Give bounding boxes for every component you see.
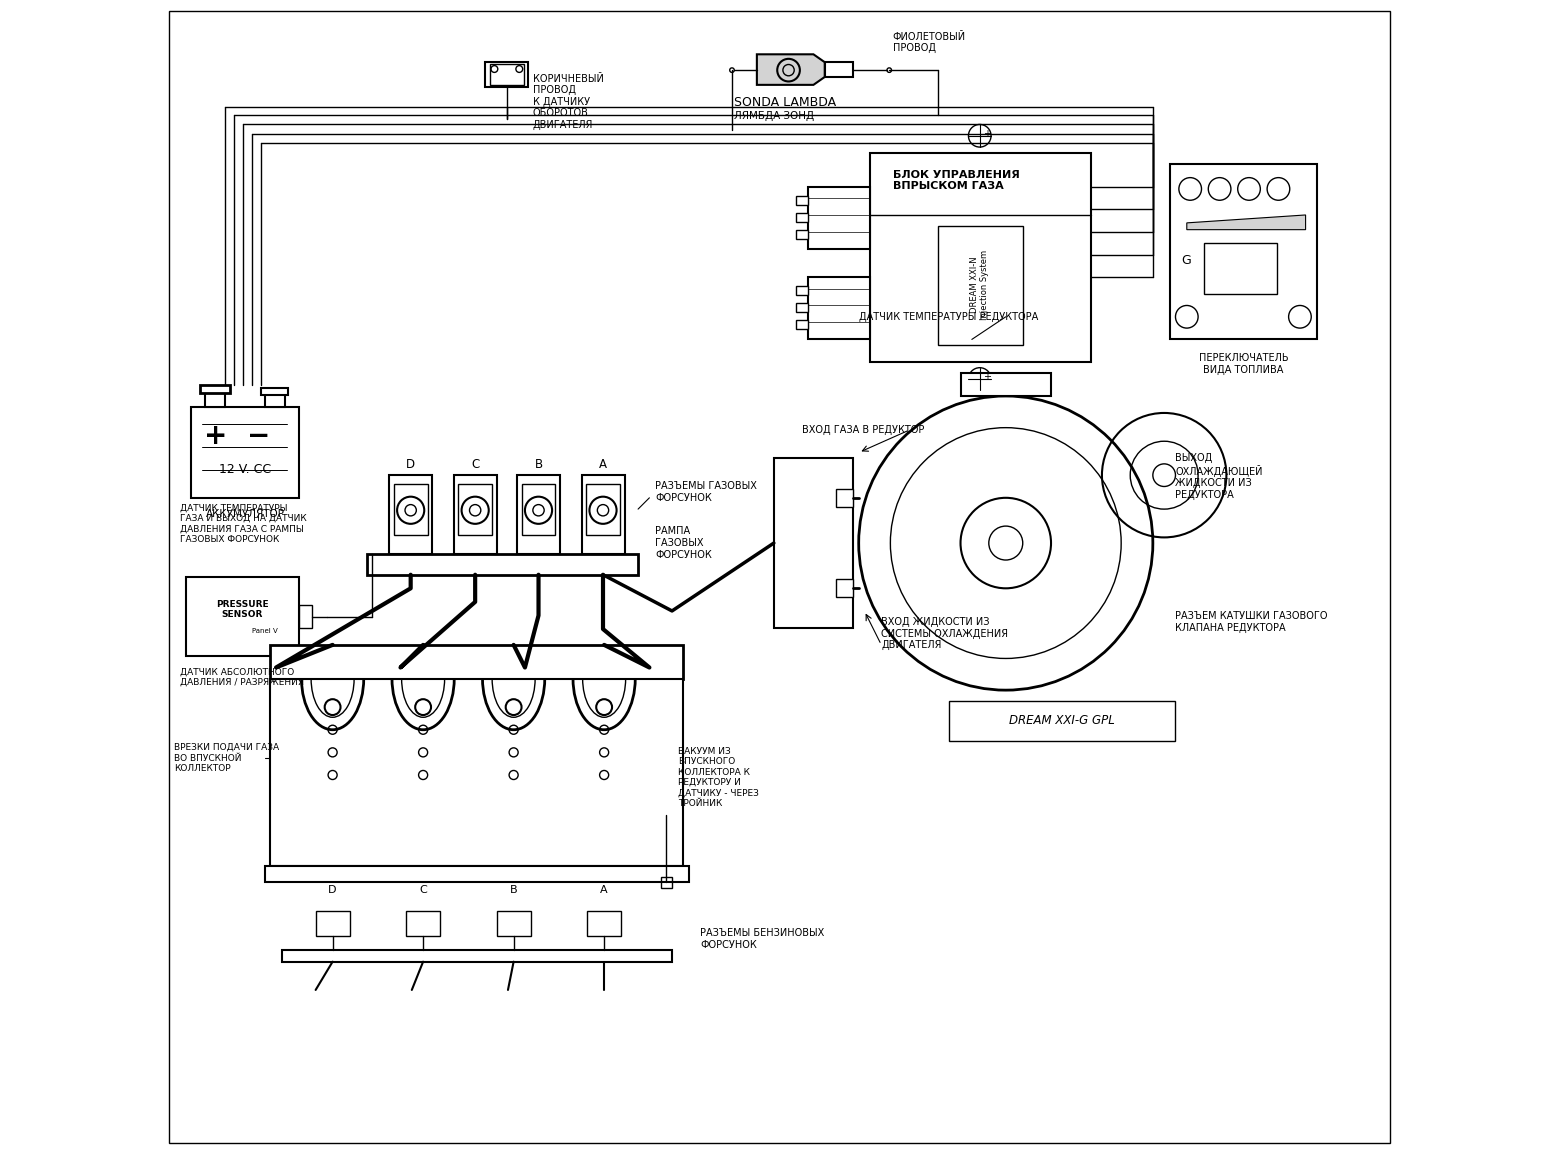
Bar xyxy=(1169,164,1317,339)
Text: +: + xyxy=(984,372,992,382)
Bar xyxy=(661,877,672,889)
Text: +: + xyxy=(204,421,228,450)
Bar xyxy=(797,320,808,329)
Text: B: B xyxy=(510,885,518,896)
Bar xyxy=(825,62,853,77)
Bar xyxy=(773,458,853,628)
Bar xyxy=(836,489,853,507)
Text: РАМПА
ГАЗОВЫХ
ФОРСУНОК: РАМПА ГАЗОВЫХ ФОРСУНОК xyxy=(655,526,712,560)
Bar xyxy=(949,702,1175,741)
Text: ВРЕЗКИ ПОДАЧИ ГАЗА
ВО ВПУСКНОЙ
КОЛЛЕКТОР: ВРЕЗКИ ПОДАЧИ ГАЗА ВО ВПУСКНОЙ КОЛЛЕКТОР xyxy=(175,743,279,773)
Bar xyxy=(366,554,638,575)
Text: ВХОД ГАЗА В РЕДУКТОР: ВХОД ГАЗА В РЕДУКТОР xyxy=(803,425,924,435)
Bar xyxy=(394,485,427,535)
Bar xyxy=(390,475,432,554)
Bar xyxy=(490,65,524,85)
Text: DREAM XXI-N
Injection System: DREAM XXI-N Injection System xyxy=(970,250,990,320)
Bar xyxy=(458,485,493,535)
Bar xyxy=(960,374,1051,396)
Text: ЛЯМБДА ЗОНД: ЛЯМБДА ЗОНД xyxy=(734,111,814,121)
Text: G: G xyxy=(1182,254,1191,267)
Bar xyxy=(270,645,683,679)
Text: +: + xyxy=(984,128,992,138)
Bar xyxy=(797,304,808,313)
Bar xyxy=(870,152,1091,362)
Text: КОРИЧНЕВЫЙ
ПРОВОД
К ДАТЧИКУ
ОБОРОТОВ
ДВИГАТЕЛЯ: КОРИЧНЕВЫЙ ПРОВОД К ДАТЧИКУ ОБОРОТОВ ДВИ… xyxy=(533,74,603,130)
Bar xyxy=(186,577,299,657)
Bar xyxy=(204,390,224,407)
Bar xyxy=(586,485,620,535)
Bar xyxy=(582,475,625,554)
Text: ВЫХОД
ОХЛАЖДАЮЩЕЙ
ЖИДКОСТИ ИЗ
РЕДУКТОРА: ВЫХОД ОХЛАЖДАЮЩЕЙ ЖИДКОСТИ ИЗ РЕДУКТОРА xyxy=(1175,452,1263,500)
Text: −: − xyxy=(248,421,271,450)
Text: ДАТЧИК ТЕМПЕРАТУРЫ РЕДУКТОРА: ДАТЧИК ТЕМПЕРАТУРЫ РЕДУКТОРА xyxy=(859,312,1038,322)
Bar xyxy=(797,196,808,204)
Bar xyxy=(407,911,440,936)
Text: D: D xyxy=(405,458,415,471)
Text: ДАТЧИК ТЕМПЕРАТУРЫ
ГАЗА И ВЫХОД НА ДАТЧИК
ДАВЛЕНИЯ ГАЗА С РАМПЫ
ГАЗОВЫХ ФОРСУНОК: ДАТЧИК ТЕМПЕРАТУРЫ ГАЗА И ВЫХОД НА ДАТЧИ… xyxy=(179,503,307,544)
Bar xyxy=(797,230,808,239)
Bar xyxy=(497,911,530,936)
Bar xyxy=(192,407,299,497)
Bar xyxy=(797,212,808,222)
Bar xyxy=(265,394,285,407)
Bar xyxy=(522,485,555,535)
Bar xyxy=(299,606,312,628)
Text: ВХОД ЖИДКОСТИ ИЗ
СИСТЕМЫ ОХЛАЖДЕНИЯ
ДВИГАТЕЛЯ: ВХОД ЖИДКОСТИ ИЗ СИСТЕМЫ ОХЛАЖДЕНИЯ ДВИГ… xyxy=(881,617,1009,650)
Text: АККУМУЛЯТОР: АККУМУЛЯТОР xyxy=(206,509,285,519)
Text: РАЗЪЕМ КАТУШКИ ГАЗОВОГО
КЛАПАНА РЕДУКТОРА: РАЗЪЕМ КАТУШКИ ГАЗОВОГО КЛАПАНА РЕДУКТОР… xyxy=(1175,610,1328,632)
Text: БЛОК УПРАВЛЕНИЯ
ВПРЫСКОМ ГАЗА: БЛОК УПРАВЛЕНИЯ ВПРЫСКОМ ГАЗА xyxy=(893,170,1020,192)
Text: A: A xyxy=(600,885,608,896)
Text: PRESSURE
SENSOR: PRESSURE SENSOR xyxy=(215,600,268,619)
Polygon shape xyxy=(756,54,825,85)
Text: РАЗЪЕМЫ БЕНЗИНОВЫХ
ФОРСУНОК: РАЗЪЕМЫ БЕНЗИНОВЫХ ФОРСУНОК xyxy=(700,928,825,950)
Bar xyxy=(797,286,808,295)
Bar xyxy=(270,679,683,866)
Text: 12 V. CC: 12 V. CC xyxy=(220,463,271,475)
Text: DREAM XXI-G GPL: DREAM XXI-G GPL xyxy=(1010,714,1115,727)
Text: C: C xyxy=(471,458,479,471)
Text: D: D xyxy=(329,885,337,896)
Text: ВАКУУМ ИЗ
ВПУСКНОГО
КОЛЛЕКТОРА К
РЕДУКТОРУ И
ДАТЧИКУ - ЧЕРЕЗ
ТРОЙНИК: ВАКУУМ ИЗ ВПУСКНОГО КОЛЛЕКТОРА К РЕДУКТО… xyxy=(678,747,759,808)
Bar xyxy=(836,579,853,598)
Bar xyxy=(265,866,689,883)
Polygon shape xyxy=(1186,215,1305,230)
Text: ФИОЛЕТОВЫЙ
ПРОВОД: ФИОЛЕТОВЫЙ ПРОВОД xyxy=(893,31,965,53)
Text: ПЕРЕКЛЮЧАТЕЛЬ
ВИДА ТОПЛИВА: ПЕРЕКЛЮЧАТЕЛЬ ВИДА ТОПЛИВА xyxy=(1199,353,1288,375)
Bar xyxy=(485,62,529,87)
Text: B: B xyxy=(535,458,543,471)
Bar xyxy=(939,226,1023,345)
Text: A: A xyxy=(599,458,606,471)
Bar xyxy=(588,911,620,936)
Bar xyxy=(808,277,870,339)
Bar xyxy=(262,388,288,395)
Bar xyxy=(518,475,560,554)
Text: C: C xyxy=(419,885,427,896)
Bar xyxy=(1204,243,1277,294)
Bar xyxy=(808,187,870,249)
Bar xyxy=(200,384,229,392)
Text: Panel V: Panel V xyxy=(253,628,278,635)
Bar xyxy=(282,951,672,961)
Text: ДАТЧИК АБСОЛЮТНОГО
ДАВЛЕНИЯ / РАЗРЯЖЕНИЯ: ДАТЧИК АБСОЛЮТНОГО ДАВЛЕНИЯ / РАЗРЯЖЕНИЯ xyxy=(179,667,304,687)
Bar xyxy=(315,911,349,936)
Text: SONDA LAMBDA: SONDA LAMBDA xyxy=(734,96,836,110)
Text: РАЗЪЕМЫ ГАЗОВЫХ
ФОРСУНОК: РАЗЪЕМЫ ГАЗОВЫХ ФОРСУНОК xyxy=(655,481,758,503)
Bar xyxy=(454,475,497,554)
